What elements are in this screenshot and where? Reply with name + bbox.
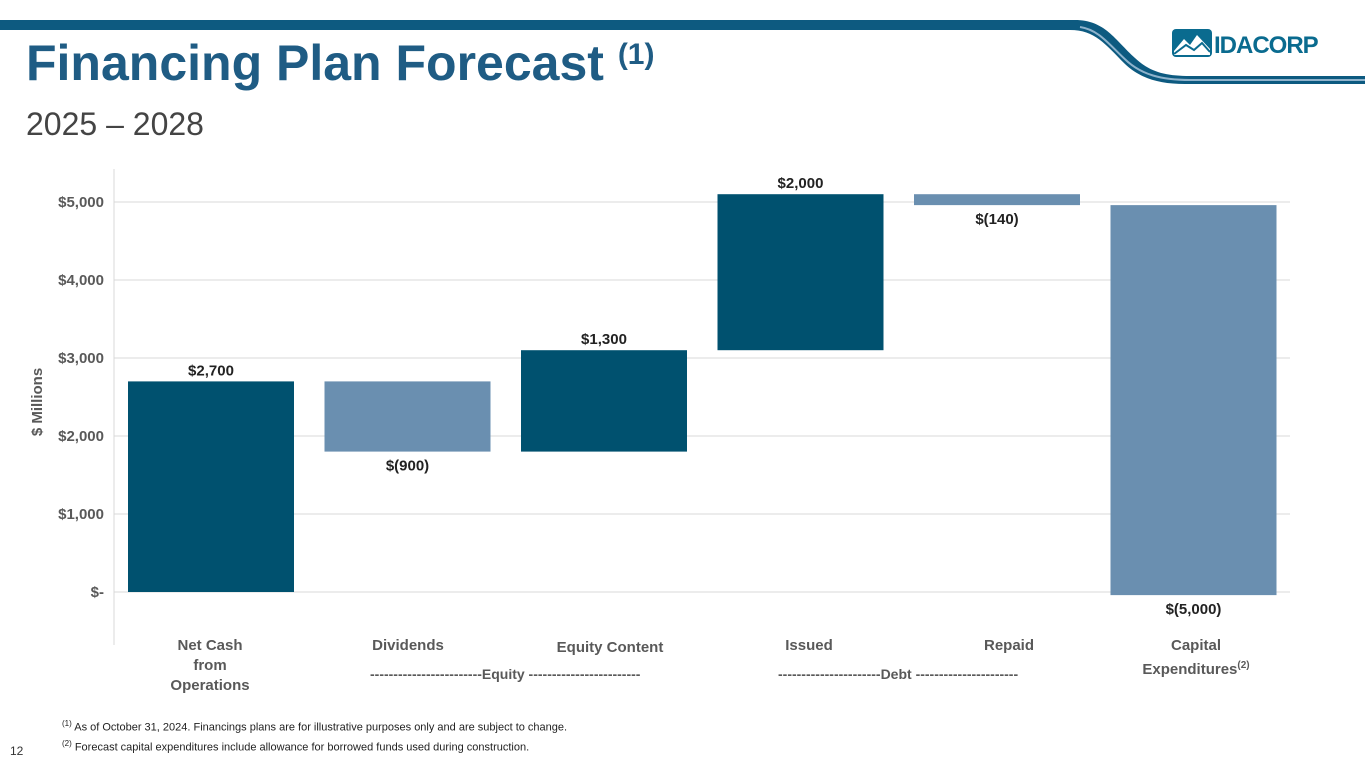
data-label: $(140) [975,211,1018,228]
data-label: $1,300 [581,331,627,348]
capex-line1: Capital [1170,637,1221,654]
category-label-issued: Issued [785,637,833,654]
footnote-2-marker: (2) [62,738,72,748]
data-label: $(5,000) [1166,601,1222,618]
bar [1110,205,1277,596]
y-tick-label: $5,000 [58,194,104,211]
bars [128,194,1277,596]
y-axis-label: $ Millions [29,368,46,436]
bar [128,381,294,592]
bar [914,194,1080,206]
footnote-2-text: Forecast capital expenditures include al… [71,741,530,754]
y-tick-label: $3,000 [58,350,104,367]
header-band [0,20,1365,84]
capex-line2-text: Expenditures [1142,661,1238,678]
capex-line2: Expenditures(2) [1111,656,1281,680]
group-label-debt: ----------------------Debt -------------… [778,666,1019,682]
y-tick-label: $- [91,584,104,601]
net-cash-line2: from [193,657,227,674]
idacorp-logo: IDACORP [1170,27,1325,59]
title-footnote-marker: (1) [617,38,655,71]
data-label: $2,700 [188,362,234,379]
footnotes: (1) As of October 31, 2024. Financings p… [62,716,567,755]
category-label-net-cash: Net Cash from Operations [125,636,295,696]
bar [717,194,884,351]
footnote-1-text: As of October 31, 2024. Financings plans… [71,721,568,734]
y-tick-label: $1,000 [58,506,104,523]
group-label-equity: ------------------------Equity ---------… [370,666,641,682]
data-label: $(900) [386,458,429,475]
page-number: 12 [10,744,24,758]
data-labels: $2,700 $(900) $1,300 $2,000 $(140) $(5,000) [188,175,1221,618]
bar [324,381,491,452]
logo-text: IDACORP [1214,32,1319,59]
footnote-1-marker: (1) [62,719,72,728]
category-label-repaid: Repaid [983,637,1034,654]
gridlines [113,169,1290,645]
category-label-capital-expenditures: Capital Expenditures(2) [1111,636,1281,680]
net-cash-line3: Operations [170,677,250,694]
y-tick-label: $4,000 [58,272,104,289]
page-title: Financing Plan Forecast (1) [26,38,654,88]
y-tick-label: $2,000 [58,428,104,445]
footnote-1: (1) As of October 31, 2024. Financings p… [62,716,567,736]
category-label-dividends: Dividends [372,637,444,654]
data-label: $2,000 [778,175,824,192]
mountain-logo-icon: IDACORP [1172,29,1320,59]
title-text: Financing Plan Forecast [26,35,604,91]
capex-footnote-marker: (2) [1237,660,1250,671]
y-axis-ticks: $- $1,000 $2,000 $3,000 $4,000 $5,000 [58,194,104,601]
footnote-2: (2) Forecast capital expenditures includ… [62,736,567,756]
net-cash-line1: Net Cash [177,637,243,654]
bar [521,350,687,452]
page-subtitle: 2025 – 2028 [26,106,204,142]
category-label-equity-content: Equity Content [556,639,664,656]
